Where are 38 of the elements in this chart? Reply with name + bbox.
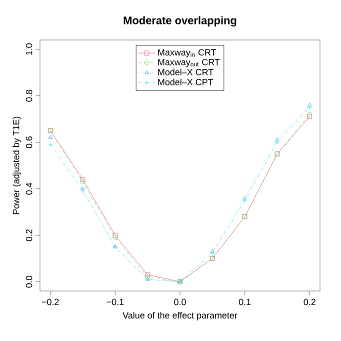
point xyxy=(307,112,312,117)
point xyxy=(210,251,215,256)
y-tick-label: 0.2 xyxy=(26,229,32,242)
text: 1.0 xyxy=(26,43,32,55)
y-tick-label: 0.6 xyxy=(26,136,32,148)
point xyxy=(80,186,85,190)
y-axis-title: Power (adjusted by T1E) xyxy=(12,116,22,214)
legend-label: Maxway$_{out}$ CRT xyxy=(158,58,220,68)
x-axis-title: Value of the effect parameter xyxy=(122,312,238,320)
point xyxy=(48,135,52,139)
point xyxy=(308,102,312,106)
point xyxy=(210,249,215,253)
point xyxy=(274,140,280,145)
legend-label: Maxway$_{in}$ CRT xyxy=(158,49,216,58)
x-tick-label: −0.2 xyxy=(42,298,59,306)
x-tick-label: 0.1 xyxy=(238,298,251,306)
legend-label: Model–X CRT xyxy=(158,68,214,76)
x-tick-label: −0.1 xyxy=(106,298,124,306)
y-tick-label: 0.8 xyxy=(26,90,32,102)
point xyxy=(307,105,312,110)
point xyxy=(242,198,248,203)
point xyxy=(275,138,280,142)
point xyxy=(80,177,86,182)
point xyxy=(112,235,118,240)
point xyxy=(145,274,150,280)
point xyxy=(80,188,86,194)
point xyxy=(145,272,150,278)
point xyxy=(307,114,312,120)
y-tick-label: 0.4 xyxy=(26,182,32,195)
point xyxy=(48,142,53,147)
point xyxy=(112,232,118,238)
point xyxy=(80,179,86,184)
text: 0.0 xyxy=(26,276,32,288)
point xyxy=(242,196,247,200)
legend-label: Model–X CPT xyxy=(158,78,214,86)
chart-title: Moderate overlapping xyxy=(124,16,236,27)
x-tick-label: 0.2 xyxy=(304,298,316,306)
text: 0.0 xyxy=(174,298,186,306)
